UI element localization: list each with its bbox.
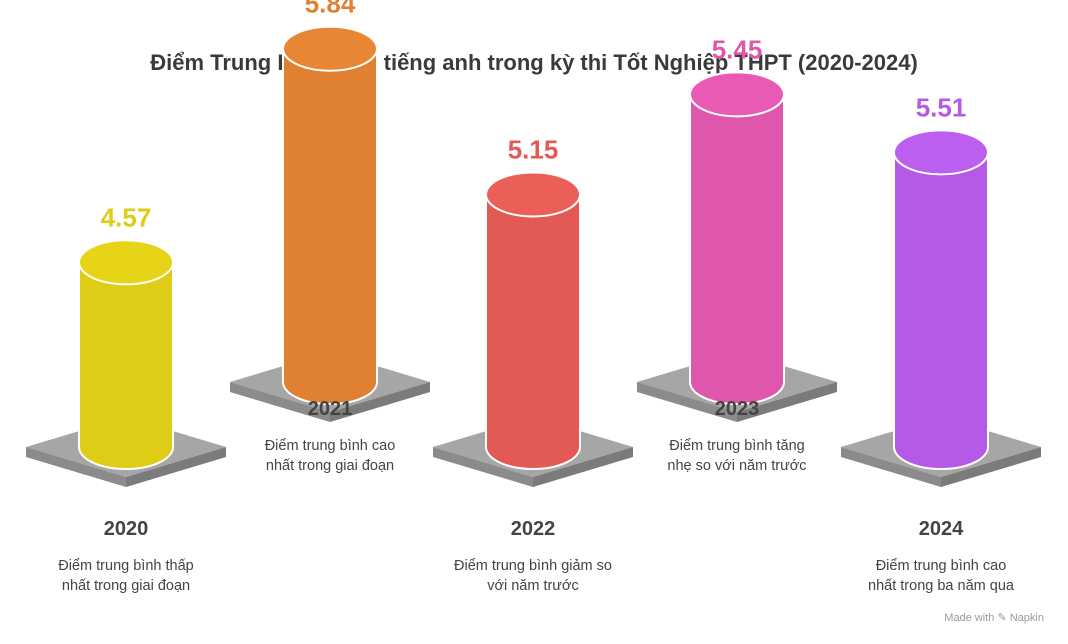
bar-group-2021: 5.84 2021 Điểm trung bình cao nhất trong gi… [230,0,430,474]
description-2022-line-2: với năm trước [487,578,579,594]
value-label-2021: 5.84 [305,0,356,19]
plate-side-left [637,382,737,422]
chart-title: Điểm Trung Bình Môn tiếng anh trong kỳ t… [150,50,918,75]
bar-group-2022: 5.15 2022 Điểm trung bình giảm so với năm t… [433,134,633,594]
plate-side-right [533,447,633,487]
description-2024-line-1: Điểm trung bình cao [876,558,1007,574]
description-2022-line-1: Điểm trung bình giảm so [454,558,612,574]
bar-2022 [485,193,581,470]
plate-side-right [941,447,1041,487]
bar-top-2023 [689,71,785,118]
year-label-2024: 2024 [919,518,964,540]
bar-top-2022 [485,171,581,218]
description-2023-line-1: Điểm trung bình tăng [669,438,804,454]
plate-side-right [126,447,226,487]
description-2021-line-1: Điểm trung bình cao [265,438,396,454]
plate-side-left [433,447,533,487]
description-2021-line-2: nhất trong giai đoạn [266,458,394,474]
year-label-2021: 2021 [308,398,353,420]
plate-side-right [737,382,837,422]
plate-side-left [230,382,330,422]
bar-top-2024 [893,129,989,176]
description-2020-line-2: nhất trong giai đoạn [62,578,190,594]
value-label-2022: 5.15 [508,134,559,164]
bar-2023 [689,93,785,405]
bar-top-2020 [78,239,174,286]
bar-2021 [282,47,378,405]
plate-side-left [841,447,941,487]
bar-group-2020: 4.57 2020 Điểm trung bình thấp nhất trong g… [26,202,226,594]
bar-2020 [78,261,174,470]
value-label-2024: 5.51 [916,92,967,122]
plate-side-right [330,382,430,422]
year-label-2020: 2020 [104,518,149,540]
description-2020-line-1: Điểm trung bình thấp [58,558,193,574]
napkin-watermark: Made with ✎ Napkin [944,612,1044,624]
plate-side-left [26,447,126,487]
description-2023-line-2: nhẹ so với năm trước [667,458,806,474]
value-label-2020: 4.57 [101,202,152,232]
bar-top-2021 [282,25,378,72]
bar-group-2023: 5.45 2023 Điểm trung bình tăng nhẹ so với n… [637,34,837,474]
value-label-2023: 5.45 [712,34,763,64]
year-label-2023: 2023 [715,398,760,420]
bar-group-2024: 5.51 2024 Điểm trung bình cao nhất trong ba… [841,92,1041,594]
year-label-2022: 2022 [511,518,556,540]
description-2024-line-2: nhất trong ba năm qua [868,578,1015,594]
bar-2024 [893,151,989,470]
